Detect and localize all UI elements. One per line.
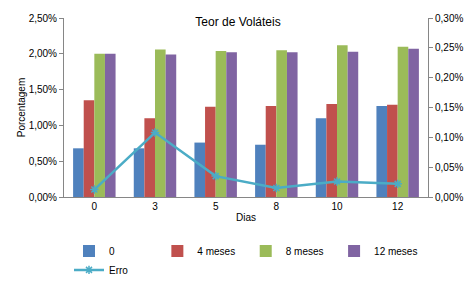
svg-text:0,20%: 0,20% — [435, 72, 463, 83]
svg-text:Dias: Dias — [236, 212, 256, 223]
svg-text:1,00%: 1,00% — [29, 120, 57, 131]
svg-text:12: 12 — [392, 201, 404, 212]
svg-text:4 meses: 4 meses — [197, 246, 235, 257]
svg-text:5: 5 — [213, 201, 219, 212]
svg-text:Porcentagem: Porcentagem — [16, 78, 27, 137]
svg-text:0: 0 — [109, 246, 115, 257]
svg-text:3: 3 — [152, 201, 158, 212]
svg-text:0,00%: 0,00% — [29, 192, 57, 203]
svg-text:8: 8 — [274, 201, 280, 212]
svg-text:8 meses: 8 meses — [286, 246, 324, 257]
svg-text:0,05%: 0,05% — [435, 162, 463, 173]
svg-text:10: 10 — [331, 201, 343, 212]
svg-text:2,00%: 2,00% — [29, 48, 57, 59]
svg-text:2,50%: 2,50% — [29, 13, 57, 24]
svg-text:Erro: Erro — [109, 265, 128, 276]
svg-text:0: 0 — [92, 201, 98, 212]
svg-text:0,00%: 0,00% — [435, 192, 463, 203]
svg-text:Teor de Voláteis: Teor de Voláteis — [195, 15, 280, 29]
svg-text:12 meses: 12 meses — [374, 246, 417, 257]
svg-text:0,30%: 0,30% — [435, 13, 463, 24]
svg-text:1,50%: 1,50% — [29, 84, 57, 95]
svg-text:0,10%: 0,10% — [435, 132, 463, 143]
svg-text:0,25%: 0,25% — [435, 42, 463, 53]
svg-text:0,50%: 0,50% — [29, 156, 57, 167]
svg-text:0,15%: 0,15% — [435, 102, 463, 113]
